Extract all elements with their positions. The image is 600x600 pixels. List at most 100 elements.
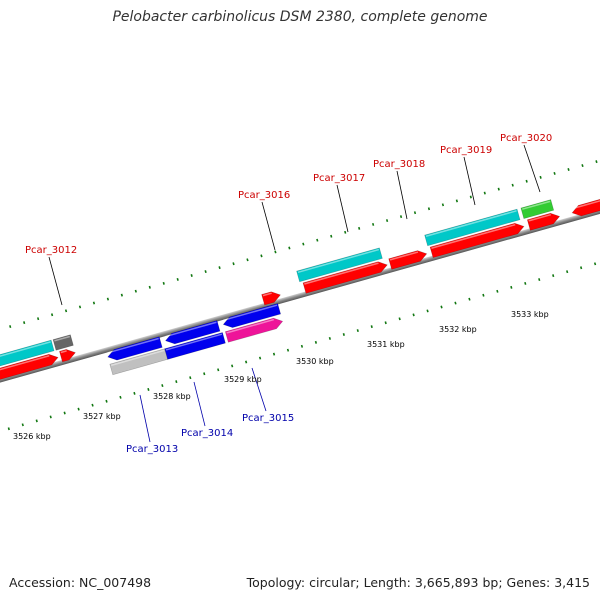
gene-label: Pcar_3020 — [500, 133, 552, 144]
gene-highlight — [528, 213, 552, 222]
gene-bar — [424, 208, 521, 247]
scale-tick — [217, 368, 220, 372]
gene-highlight — [571, 196, 600, 210]
scale-tick — [468, 297, 471, 301]
cds-arrow — [388, 250, 428, 270]
scale-tick — [49, 415, 52, 419]
leader-line — [336, 184, 349, 233]
scale-tick — [344, 230, 347, 234]
scale-tick — [399, 215, 403, 219]
gene-highlight — [107, 337, 159, 354]
leader-line — [193, 381, 206, 427]
gene-highlight — [304, 262, 379, 285]
gene-bar — [222, 303, 281, 328]
scale-tick — [78, 305, 82, 309]
scale-tick — [302, 242, 305, 246]
gene-highlight — [0, 341, 51, 364]
scale-tick — [595, 160, 598, 164]
gene-label: Pcar_3016 — [238, 190, 290, 201]
scale-tick — [175, 380, 178, 384]
scale-tick — [385, 219, 389, 223]
scale-tick — [147, 388, 150, 391]
scale-tick — [148, 285, 151, 289]
scale-tick — [190, 274, 193, 277]
scale-tick — [77, 407, 80, 411]
scale-tick — [427, 207, 431, 211]
scale-tick — [567, 168, 570, 171]
gene-highlight — [54, 335, 71, 342]
gene-label: Pcar_3019 — [440, 145, 492, 156]
scale-tick — [231, 364, 234, 368]
scale-tick — [246, 258, 249, 262]
topology-summary: Topology: circular; Length: 3,665,893 bp… — [246, 575, 590, 590]
scale-tick — [581, 164, 584, 168]
cds-arrow — [429, 222, 525, 259]
scale-tick — [538, 278, 541, 282]
gene-highlight — [522, 200, 551, 210]
scale-label: 3531 kbp — [367, 340, 405, 349]
gene-bar — [107, 336, 163, 361]
gene-highlight — [60, 350, 67, 354]
scale-tick — [482, 293, 485, 297]
gene-bar — [164, 332, 226, 360]
scale-label: 3527 kbp — [83, 412, 121, 421]
scale-tick — [441, 203, 445, 207]
gene-bar — [52, 334, 74, 351]
gene-bar — [165, 320, 221, 345]
scale-tick — [552, 274, 555, 278]
scale-tick — [189, 376, 192, 380]
scale-tick — [50, 313, 54, 317]
gene-bar — [224, 317, 284, 343]
scale-tick — [593, 262, 597, 266]
scale-tick — [454, 301, 457, 305]
scale-tick — [64, 309, 68, 313]
scale-tick — [286, 348, 290, 352]
scale-tick — [91, 403, 94, 407]
scale-tick — [218, 266, 221, 270]
gene-label: Pcar_3015 — [242, 413, 294, 424]
scale-tick — [398, 317, 401, 321]
scale-label: 3526 kbp — [13, 432, 51, 441]
leader-line — [523, 144, 541, 193]
scale-tick — [7, 427, 10, 431]
scale-label: 3532 kbp — [439, 325, 477, 334]
scale-tick — [483, 191, 486, 195]
scale-tick — [566, 270, 569, 274]
scale-tick — [539, 175, 542, 179]
leader-line — [396, 170, 408, 220]
cds-arrow — [526, 212, 561, 231]
leader-line — [251, 367, 267, 412]
gene-label: Pcar_3018 — [373, 159, 425, 170]
scale-tick — [9, 325, 12, 329]
gene-highlight — [389, 251, 419, 261]
gene-label: Pcar_3017 — [313, 173, 365, 184]
scale-tick — [92, 301, 96, 305]
leader-line — [48, 256, 63, 306]
scale-tick — [370, 325, 373, 329]
leader-line — [261, 201, 276, 251]
scale-tick — [316, 238, 319, 242]
scale-tick — [579, 266, 583, 270]
gene-highlight — [226, 318, 275, 334]
scale-tick — [258, 356, 262, 360]
scale-tick — [204, 270, 207, 274]
scale-tick — [37, 317, 40, 321]
scale-label: 3529 kbp — [224, 375, 262, 384]
leader-line — [463, 156, 476, 206]
scale-tick — [106, 297, 110, 301]
scale-tick — [426, 309, 429, 313]
scale-tick — [440, 305, 443, 309]
scale-label: 3533 kbp — [511, 310, 549, 319]
gene-bar — [296, 247, 383, 283]
scale-tick — [510, 285, 513, 289]
scale-tick — [176, 277, 179, 281]
cds-arrow — [59, 349, 76, 363]
scale-tick — [356, 329, 359, 333]
scale-tick — [553, 171, 556, 175]
gene-bar — [520, 199, 555, 219]
gene-highlight — [425, 210, 517, 238]
scale-tick — [288, 246, 291, 250]
gene-label: Pcar_3013 — [126, 444, 178, 455]
scale-tick — [203, 372, 206, 376]
